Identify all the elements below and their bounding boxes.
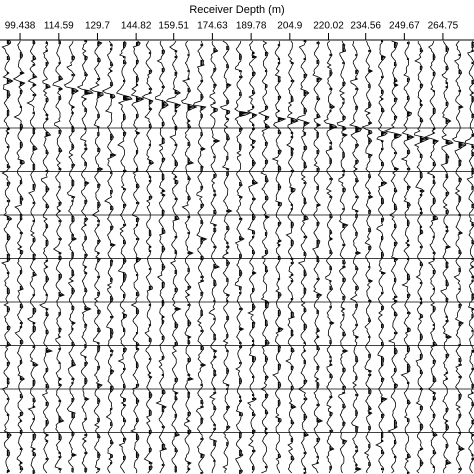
trace-fill <box>19 51 25 471</box>
trace <box>413 41 430 474</box>
trace-fill <box>355 53 362 471</box>
trace-fill <box>264 51 270 469</box>
trace <box>383 40 403 474</box>
trace <box>323 40 338 474</box>
trace <box>440 40 454 474</box>
x-tick-label: 220.02 <box>313 21 344 32</box>
trace <box>180 40 198 474</box>
trace-fill <box>471 41 474 461</box>
trace-fill <box>445 45 453 465</box>
trace <box>39 40 53 474</box>
trace-fill <box>71 55 79 473</box>
trace-fill <box>135 41 144 459</box>
x-tick-label: 114.59 <box>44 21 74 32</box>
trace-fill <box>290 61 298 461</box>
x-tick-label: 234.56 <box>350 21 381 32</box>
trace-fill <box>123 41 133 461</box>
trace-fill <box>329 53 337 471</box>
trace <box>101 40 117 474</box>
trace-fill <box>393 41 402 459</box>
x-tick-label: 174.63 <box>197 21 228 32</box>
trace-fill <box>213 47 220 463</box>
x-tick-label: 129.7 <box>85 21 110 32</box>
x-tick-label: 204.9 <box>277 21 302 32</box>
trace-fill <box>316 41 323 465</box>
trace-fill <box>110 43 116 465</box>
x-tick-label: 264.75 <box>428 21 459 32</box>
trace-fill <box>148 51 154 471</box>
trace-fill <box>200 43 207 474</box>
trace-fill <box>342 43 348 445</box>
trace-fill <box>84 39 93 473</box>
trace-fill <box>6 39 13 473</box>
trace-fill <box>239 53 251 474</box>
trace-fill <box>58 39 65 471</box>
trace-fill <box>32 39 38 474</box>
trace <box>12 40 26 474</box>
trace-fill <box>45 41 52 461</box>
trace-fill <box>406 41 414 474</box>
trace <box>165 40 182 474</box>
trace-fill <box>419 47 429 467</box>
x-tick-label: 159.51 <box>158 21 189 32</box>
trace <box>155 40 169 474</box>
trace <box>208 40 221 474</box>
trace-fill <box>226 45 232 447</box>
trace <box>349 40 362 474</box>
trace <box>336 40 349 474</box>
trace-fill <box>187 53 197 471</box>
trace-fill <box>368 49 374 467</box>
trace <box>257 40 271 474</box>
trace-fill <box>252 51 258 471</box>
trace-fill <box>381 39 388 471</box>
x-tick-label: 189.78 <box>236 21 267 32</box>
trace-fill <box>303 39 310 474</box>
trace <box>246 40 259 474</box>
x-tick-label: 249.67 <box>389 21 420 32</box>
trace <box>285 40 299 474</box>
trace-fill <box>161 49 169 467</box>
trace <box>141 40 155 474</box>
trace <box>451 40 467 474</box>
x-tick-label: 99.438 <box>5 21 36 32</box>
trace-fill <box>458 53 467 471</box>
trace-fill <box>97 41 104 471</box>
trace-fill <box>174 49 181 473</box>
trace-fill <box>277 43 286 459</box>
x-tick-label: 144.82 <box>121 21 152 32</box>
trace <box>464 40 474 474</box>
x-axis-title: Receiver Depth (m) <box>189 4 284 16</box>
trace-fill <box>432 53 439 469</box>
